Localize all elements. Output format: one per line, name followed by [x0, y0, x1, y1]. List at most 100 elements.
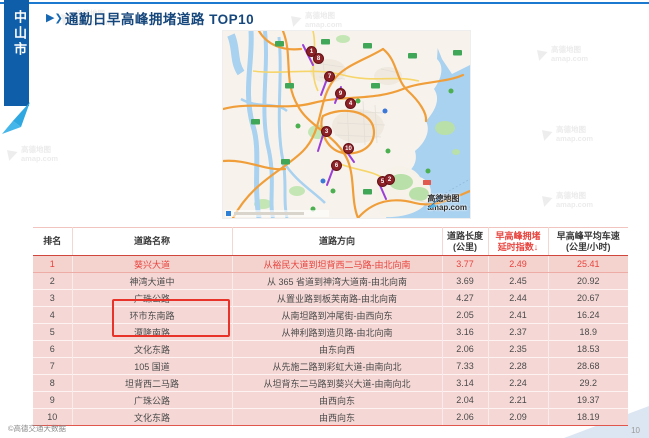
- table-row[interactable]: 10 文化东路 由西向东 2.06 2.09 18.19: [33, 408, 628, 426]
- table-cell: 10: [33, 408, 72, 426]
- map-marker[interactable]: 8: [313, 53, 324, 64]
- table-cell: 25.41: [547, 255, 628, 273]
- table-cell: 从神利路到造贝路-由北向南: [231, 323, 442, 341]
- page-title: 通勤日早高峰拥堵道路 TOP10: [64, 12, 255, 27]
- table-cell: 2.21: [487, 391, 548, 409]
- table-cell: 从置业路到板芙南路-由北向南: [231, 289, 442, 307]
- table-cell: 环市东南路: [71, 306, 232, 324]
- table-row[interactable]: 6 文化东路 由东向西 2.06 2.35 18.53: [33, 340, 628, 358]
- table-cell: 18.19: [547, 408, 628, 426]
- col-avg-speed: 早高峰平均车速 (公里/小时): [547, 227, 628, 256]
- table-cell: 2.45: [487, 272, 548, 290]
- table-cell: 5: [33, 323, 72, 341]
- amap-plane-icon: [427, 195, 443, 210]
- table-cell: 2.44: [487, 289, 548, 307]
- col-road-name: 道路名称: [71, 227, 232, 256]
- table-cell: 2.41: [487, 306, 548, 324]
- region-label: 中山市: [12, 10, 27, 58]
- table-row[interactable]: 4 环市东南路 从南坦路到冲尾街-由西向东 2.05 2.41 16.24: [33, 306, 628, 324]
- table-cell: 7.33: [441, 357, 488, 375]
- map-logo-domain: amap.com: [427, 202, 467, 212]
- table-cell: 1: [33, 255, 72, 273]
- table-cell: 2.06: [441, 408, 488, 426]
- table-cell: 2.06: [441, 340, 488, 358]
- map-marker[interactable]: 10: [343, 143, 354, 154]
- table-cell: 坦背西二马路: [71, 374, 232, 392]
- table-cell: 2.49: [487, 255, 548, 273]
- table-cell: 文化东路: [71, 340, 232, 358]
- col-direction: 道路方向: [231, 227, 442, 256]
- traffic-map[interactable]: 1 8 7 9 4 3 10 6 5 2 高德地图 amap.com: [223, 31, 470, 218]
- table-cell: 6: [33, 340, 72, 358]
- congestion-ranking-table: 排名 道路名称 道路方向 道路长度 (公里) 早高峰拥堵 延时指数↓ 早高峰平均车速…: [33, 227, 628, 426]
- paper-plane-icon: [2, 102, 30, 134]
- map-marker[interactable]: 9: [335, 88, 346, 99]
- col-rank: 排名: [33, 227, 72, 256]
- table-row[interactable]: 1 葵兴大道 从裕民大道到坦背西二马路-由北向南 3.77 2.49 25.41: [33, 255, 628, 273]
- table-cell: 4.27: [441, 289, 488, 307]
- map-marker[interactable]: 6: [331, 160, 342, 171]
- top-accent-line: [0, 2, 649, 4]
- table-cell: 18.53: [547, 340, 628, 358]
- table-cell: 2: [33, 272, 72, 290]
- peninsula-ne: [433, 31, 470, 74]
- table-cell: 4: [33, 306, 72, 324]
- table-cell: 105 国道: [71, 357, 232, 375]
- table-cell: 由东向西: [231, 340, 442, 358]
- ferry-lines: [427, 178, 470, 212]
- map-logo-name: 高德地图: [427, 194, 460, 204]
- table-cell: 2.24: [487, 374, 548, 392]
- table-cell: 文化东路: [71, 408, 232, 426]
- table-cell: 2.37: [487, 323, 548, 341]
- map-attribution-bar: [225, 210, 329, 217]
- table-cell: 从先施二路到彩虹大道-由南向北: [231, 357, 442, 375]
- map-logo: 高德地图 amap.com: [427, 194, 467, 212]
- table-row[interactable]: 2 神湾大道中从 365 省道到神湾大道南-由北向南 3.69 2.45 20.92: [33, 272, 628, 290]
- table-row[interactable]: 9 广珠公路 由西向东 2.04 2.21 19.37: [33, 391, 628, 409]
- table-cell: 广珠公路: [71, 391, 232, 409]
- table-cell: 16.24: [547, 306, 628, 324]
- col-delay-index: 早高峰拥堵 延时指数↓: [487, 227, 548, 256]
- table-cell: 从南坦路到冲尾街-由西向东: [231, 306, 442, 324]
- table-cell: 9: [33, 391, 72, 409]
- table-cell: 从坦背东二马路到葵兴大道-由南向北: [231, 374, 442, 392]
- table-cell: 8: [33, 374, 72, 392]
- region-ribbon: 中山市: [4, 0, 29, 106]
- sea: [386, 39, 470, 218]
- table-cell: 潭隆南路: [71, 323, 232, 341]
- table-cell: 28.68: [547, 357, 628, 375]
- table-cell: 2.09: [487, 408, 548, 426]
- table-row[interactable]: 8 坦背西二马路 从坦背东二马路到葵兴大道-由南向北 3.14 2.24 29.2: [33, 374, 628, 392]
- table-cell: 18.9: [547, 323, 628, 341]
- table-cell: 19.37: [547, 391, 628, 409]
- arrow-icon: ▶❯: [46, 11, 63, 24]
- table-row[interactable]: 5 潭隆南路 从神利路到造贝路-由北向南 3.16 2.37 18.9: [33, 323, 628, 341]
- table-cell: 2.05: [441, 306, 488, 324]
- map-marker[interactable]: 3: [321, 126, 332, 137]
- table-cell: 由西向东: [231, 391, 442, 409]
- title-row: ▶❯ 通勤日早高峰拥堵道路 TOP10: [46, 8, 254, 28]
- table-header-row: 排名 道路名称 道路方向 道路长度 (公里) 早高峰拥堵 延时指数↓ 早高峰平均车速…: [33, 227, 628, 256]
- table-cell: 3.14: [441, 374, 488, 392]
- table-cell: 2.04: [441, 391, 488, 409]
- data-source-note: ©高德交通大数据: [8, 424, 67, 433]
- table-row[interactable]: 7 105 国道 从先施二路到彩虹大道-由南向北 7.33 2.28 28.68: [33, 357, 628, 375]
- map-marker[interactable]: 7: [324, 71, 335, 82]
- map-marker[interactable]: 2: [384, 174, 395, 185]
- table-cell: 从裕民大道到坦背西二马路-由北向南: [231, 255, 442, 273]
- table-cell: 20.67: [547, 289, 628, 307]
- table-cell: 20.92: [547, 272, 628, 290]
- map-marker[interactable]: 1: [306, 46, 317, 57]
- table-row[interactable]: 3 广珠公路 从置业路到板芙南路-由北向南 4.27 2.44 20.67: [33, 289, 628, 307]
- table-cell: 3: [33, 289, 72, 307]
- map-marker[interactable]: 4: [345, 98, 356, 109]
- table-cell: 7: [33, 357, 72, 375]
- table-cell: 3.77: [441, 255, 488, 273]
- page-number: 10: [631, 426, 640, 435]
- table-cell: 广珠公路: [71, 289, 232, 307]
